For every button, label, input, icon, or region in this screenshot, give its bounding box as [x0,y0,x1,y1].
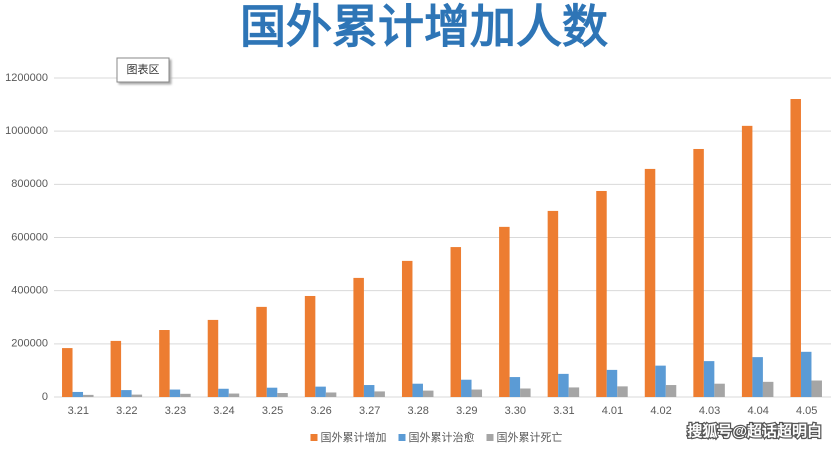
bar [499,226,510,397]
bar [110,340,122,397]
bar [655,365,666,397]
x-tick-label: 3.24 [213,405,234,417]
bar [558,373,569,397]
legend-label: 国外累计治愈 [409,430,475,444]
legend-swatch [486,434,494,441]
bar [180,393,191,397]
bar [315,386,326,397]
bar [568,387,580,397]
bar [62,348,73,397]
legend-label: 国外累计死亡 [497,430,563,444]
x-tick-label: 4.05 [796,405,817,417]
bar [811,380,822,397]
x-tick-label: 3.31 [553,405,574,417]
y-tick-label: 600000 [11,231,48,243]
bar [374,391,385,397]
bar [461,379,472,397]
x-tick-label: 4.04 [747,405,768,417]
tooltip-box [116,57,170,83]
bar [401,260,413,397]
x-tick-label: 4.03 [699,405,720,417]
legend-swatch [398,434,406,441]
bar [422,390,434,397]
x-tick-label: 4.01 [602,405,623,417]
bar [800,351,812,397]
bar [762,381,774,397]
bar [325,392,337,397]
bar [121,390,132,397]
bar [256,306,267,397]
bar [218,388,229,397]
y-tick-label: 0 [42,391,48,403]
bar [714,383,725,397]
bar [741,125,753,397]
tooltip: 图表区 [127,62,160,76]
bar [266,387,278,397]
y-tick-label: 1000000 [5,125,48,137]
bar [665,385,677,397]
x-tick-label: 3.21 [68,405,89,417]
y-tick-label: 1200000 [5,72,48,84]
x-tick-label: 4.02 [650,405,671,417]
bar [450,247,462,397]
bar [547,210,559,397]
bar [363,385,375,397]
legend-label: 国外累计增加 [321,430,387,444]
bar [471,389,483,397]
watermark: 搜狐号@超话超明白 [687,422,822,440]
bar [790,99,801,398]
bar [304,295,316,397]
bar [606,369,618,397]
x-tick-label: 3.25 [262,405,283,417]
bar [412,383,423,397]
x-tick-label: 3.27 [359,405,380,417]
bar [703,361,715,397]
legend-swatch [310,434,318,441]
bar [83,394,94,397]
bar [169,389,181,397]
bar [72,391,84,397]
y-tick-label: 800000 [11,178,48,190]
bar [693,148,704,397]
bar [520,388,531,397]
bar [207,319,219,397]
bar [131,394,143,397]
x-tick-label: 3.30 [505,405,526,417]
y-tick-label: 400000 [11,285,48,297]
x-tick-label: 3.28 [408,405,429,417]
x-tick-label: 3.29 [456,405,477,417]
bar [353,277,364,397]
bar [509,377,521,397]
bar [159,330,170,397]
bar [644,168,656,397]
bar [617,386,628,397]
x-tick-label: 3.23 [165,405,186,417]
bar [596,190,607,397]
bar [752,357,763,397]
y-tick-label: 200000 [11,338,48,350]
x-tick-label: 3.26 [310,405,331,417]
bar [228,393,240,397]
chart-title: 国外累计增加人数 [240,2,608,53]
bar [277,393,288,397]
x-tick-label: 3.22 [116,405,137,417]
